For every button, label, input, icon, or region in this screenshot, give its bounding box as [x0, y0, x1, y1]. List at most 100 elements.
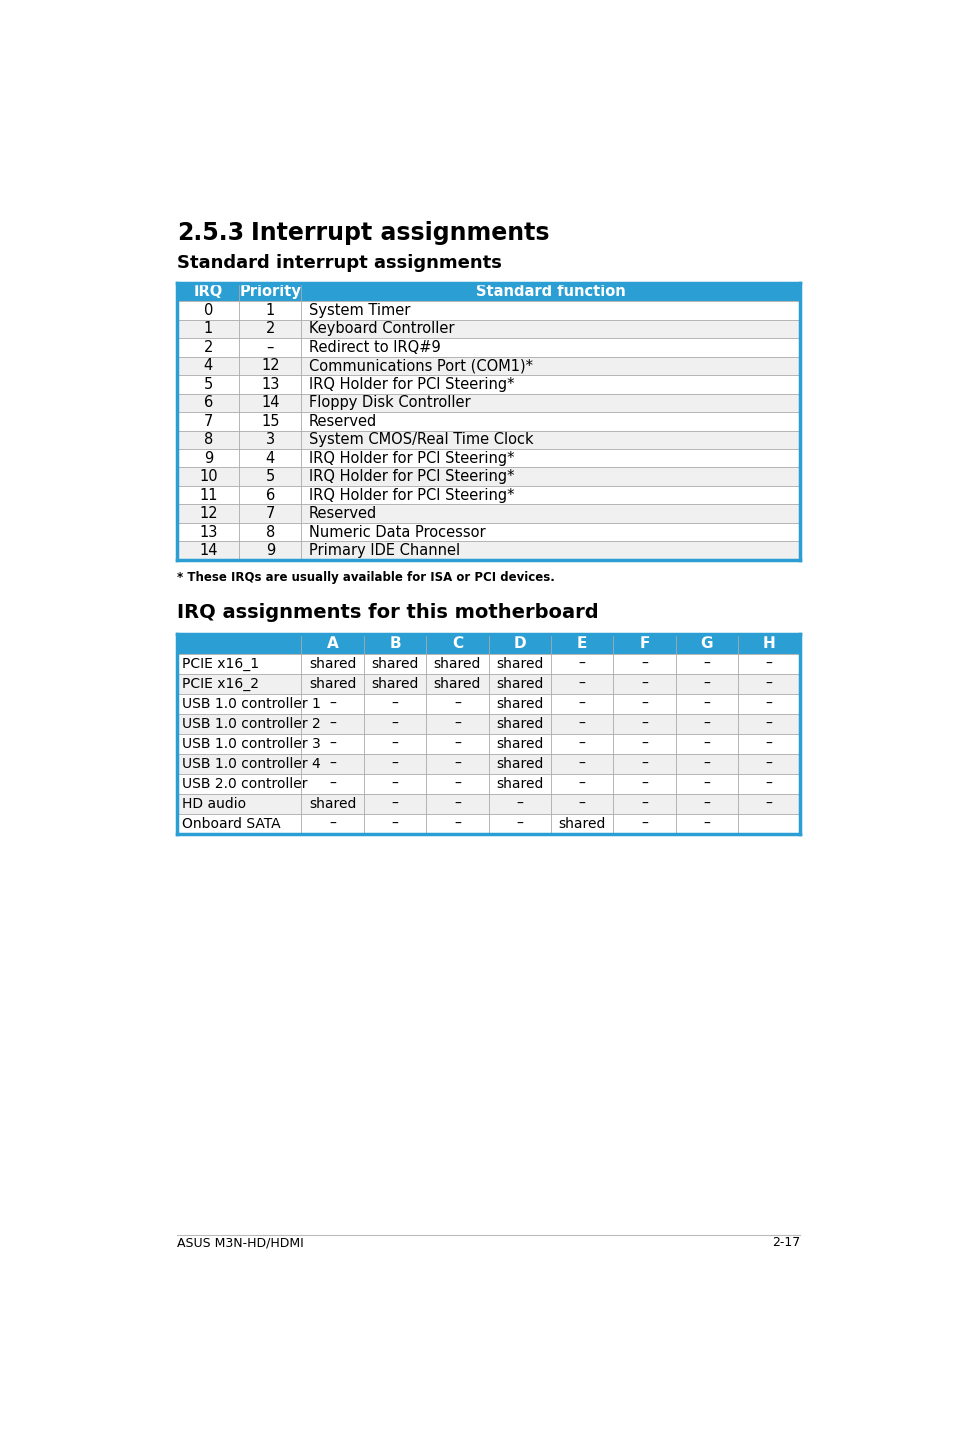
Bar [301, 449, 800, 467]
Bar [363, 695, 426, 713]
Text: shared: shared [434, 677, 480, 690]
Bar [488, 774, 550, 794]
Bar [239, 357, 301, 375]
Text: 14: 14 [199, 544, 217, 558]
Text: –: – [329, 777, 335, 791]
Bar [738, 674, 800, 695]
Bar [738, 695, 800, 713]
Text: IRQ Holder for PCI Steering*: IRQ Holder for PCI Steering* [309, 487, 514, 503]
Text: –: – [702, 657, 710, 670]
Bar [426, 695, 488, 713]
Text: –: – [329, 718, 335, 731]
Bar [239, 486, 301, 505]
Text: –: – [765, 677, 772, 690]
Text: A: A [326, 636, 338, 651]
Text: –: – [391, 718, 398, 731]
Text: 4: 4 [204, 358, 213, 374]
Bar [301, 523, 800, 541]
Text: 13: 13 [261, 377, 279, 391]
Bar [613, 814, 675, 834]
Text: –: – [391, 697, 398, 710]
Bar [363, 814, 426, 834]
Text: –: – [640, 777, 647, 791]
Bar [177, 319, 239, 338]
Text: –: – [391, 817, 398, 831]
Bar [177, 449, 239, 467]
Bar [426, 774, 488, 794]
Text: System CMOS/Real Time Clock: System CMOS/Real Time Clock [309, 433, 533, 447]
Bar [738, 733, 800, 754]
Text: –: – [454, 797, 460, 811]
Text: 0: 0 [204, 303, 213, 318]
Text: IRQ Holder for PCI Steering*: IRQ Holder for PCI Steering* [309, 469, 514, 485]
Bar [177, 674, 301, 695]
Bar [675, 733, 738, 754]
Text: E: E [577, 636, 587, 651]
Text: –: – [765, 697, 772, 710]
Bar [177, 794, 301, 814]
Bar [363, 774, 426, 794]
Bar [675, 814, 738, 834]
Bar [550, 733, 613, 754]
Bar [426, 754, 488, 774]
Bar [738, 814, 800, 834]
Bar [675, 654, 738, 674]
Bar [301, 505, 800, 523]
Text: 8: 8 [204, 433, 213, 447]
Bar [239, 319, 301, 338]
Bar [177, 733, 301, 754]
Bar [613, 654, 675, 674]
Bar [675, 674, 738, 695]
Bar [177, 814, 301, 834]
Text: IRQ: IRQ [193, 285, 223, 299]
Text: Standard function: Standard function [476, 285, 625, 299]
Bar [550, 674, 613, 695]
Text: D: D [513, 636, 525, 651]
Bar [301, 430, 800, 449]
Text: IRQ Holder for PCI Steering*: IRQ Holder for PCI Steering* [309, 450, 514, 466]
Text: Communications Port (COM1)*: Communications Port (COM1)* [309, 358, 533, 374]
Text: 4: 4 [266, 450, 274, 466]
Bar [239, 430, 301, 449]
Bar [177, 375, 239, 394]
Bar [301, 467, 800, 486]
Text: USB 2.0 controller: USB 2.0 controller [182, 777, 307, 791]
Bar [738, 654, 800, 674]
Text: –: – [702, 697, 710, 710]
Bar [738, 634, 800, 654]
Bar [613, 733, 675, 754]
Bar [177, 283, 239, 301]
Text: shared: shared [496, 718, 543, 731]
Text: –: – [578, 677, 585, 690]
Bar [239, 394, 301, 413]
Bar [301, 774, 363, 794]
Text: –: – [391, 777, 398, 791]
Bar [550, 754, 613, 774]
Bar [550, 695, 613, 713]
Text: –: – [578, 777, 585, 791]
Bar [613, 674, 675, 695]
Text: –: – [516, 797, 522, 811]
Bar [675, 774, 738, 794]
Text: 10: 10 [199, 469, 217, 485]
Bar [675, 713, 738, 733]
Bar [239, 523, 301, 541]
Bar [301, 733, 363, 754]
Text: –: – [765, 756, 772, 771]
Bar [426, 654, 488, 674]
Text: Standard interrupt assignments: Standard interrupt assignments [177, 255, 501, 272]
Bar [488, 674, 550, 695]
Bar [177, 654, 301, 674]
Bar [177, 394, 239, 413]
Text: –: – [391, 797, 398, 811]
Bar [738, 774, 800, 794]
Text: Reserved: Reserved [309, 506, 377, 521]
Bar [301, 394, 800, 413]
Bar [301, 413, 800, 430]
Text: 5: 5 [266, 469, 274, 485]
Bar [613, 794, 675, 814]
Bar [550, 634, 613, 654]
Text: Keyboard Controller: Keyboard Controller [309, 321, 455, 336]
Text: shared: shared [434, 657, 480, 670]
Text: shared: shared [371, 677, 418, 690]
